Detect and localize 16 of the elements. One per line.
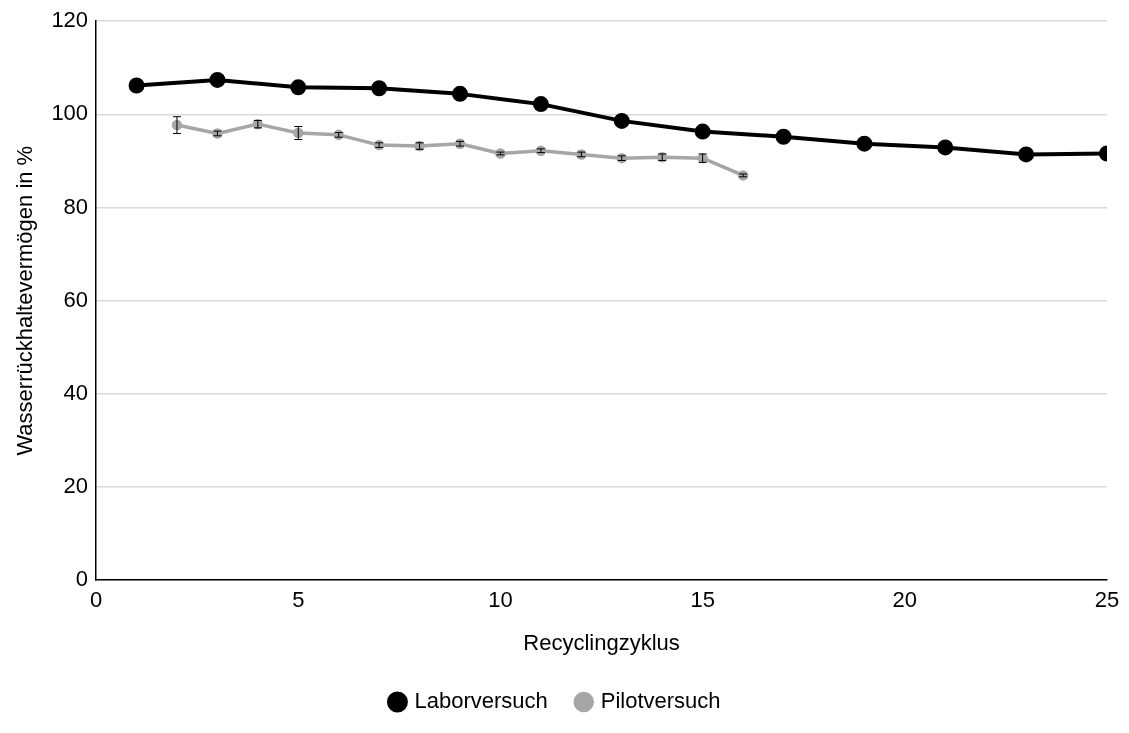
x-tick-label: 15 <box>690 587 715 613</box>
legend-label: Pilotversuch <box>600 688 721 714</box>
x-tick-label: 10 <box>488 587 513 613</box>
y-tick-label: 80 <box>63 193 89 219</box>
legend-label: Laborversuch <box>414 688 548 714</box>
x-tick-label: 25 <box>1094 587 1120 613</box>
y-tick-label: 60 <box>63 286 89 312</box>
x-tick-label: 5 <box>292 587 305 613</box>
y-tick-label: 100 <box>51 100 89 126</box>
x-tick-label: 20 <box>892 587 918 613</box>
y-tick-label: 20 <box>63 473 89 499</box>
y-tick-label: 0 <box>75 566 89 592</box>
y-tick-label: 40 <box>63 379 89 405</box>
y-axis-title: Wasserrückhaltevermögen in % <box>12 145 38 456</box>
x-axis-title: Recyclingzyklus <box>523 629 680 655</box>
y-tick-label: 120 <box>51 7 89 33</box>
